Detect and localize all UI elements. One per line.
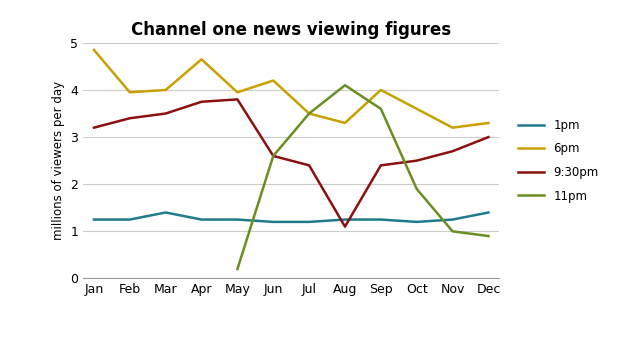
1pm bbox=[126, 217, 134, 222]
6pm bbox=[269, 79, 277, 83]
Line: 9:30pm: 9:30pm bbox=[94, 99, 488, 227]
9:30pm bbox=[90, 126, 98, 130]
9:30pm bbox=[449, 149, 456, 154]
9:30pm bbox=[198, 100, 205, 104]
9:30pm bbox=[484, 135, 492, 139]
Line: 1pm: 1pm bbox=[94, 212, 488, 222]
1pm bbox=[269, 220, 277, 224]
Title: Channel one news viewing figures: Channel one news viewing figures bbox=[131, 20, 451, 39]
6pm bbox=[484, 121, 492, 125]
1pm bbox=[198, 217, 205, 222]
6pm bbox=[198, 57, 205, 61]
6pm bbox=[413, 107, 420, 111]
Line: 6pm: 6pm bbox=[94, 50, 488, 128]
1pm bbox=[162, 210, 170, 215]
Line: 11pm: 11pm bbox=[237, 85, 488, 269]
Y-axis label: millions of viewers per day: millions of viewers per day bbox=[52, 81, 65, 240]
9:30pm bbox=[305, 163, 313, 167]
6pm bbox=[234, 90, 241, 95]
6pm bbox=[126, 90, 134, 95]
1pm bbox=[377, 217, 385, 222]
6pm bbox=[90, 48, 98, 52]
9:30pm bbox=[341, 225, 349, 229]
1pm bbox=[341, 217, 349, 222]
9:30pm bbox=[377, 163, 385, 167]
6pm bbox=[305, 111, 313, 116]
11pm bbox=[377, 107, 385, 111]
9:30pm bbox=[269, 154, 277, 158]
1pm bbox=[305, 220, 313, 224]
11pm bbox=[449, 229, 456, 233]
1pm bbox=[484, 210, 492, 215]
11pm bbox=[234, 267, 241, 271]
9:30pm bbox=[413, 159, 420, 163]
11pm bbox=[269, 154, 277, 158]
9:30pm bbox=[126, 116, 134, 120]
1pm bbox=[413, 220, 420, 224]
11pm bbox=[413, 187, 420, 191]
Legend: 1pm, 6pm, 9:30pm, 11pm: 1pm, 6pm, 9:30pm, 11pm bbox=[513, 114, 604, 207]
6pm bbox=[162, 88, 170, 92]
6pm bbox=[449, 126, 456, 130]
6pm bbox=[341, 121, 349, 125]
9:30pm bbox=[162, 111, 170, 116]
1pm bbox=[449, 217, 456, 222]
11pm bbox=[305, 111, 313, 116]
11pm bbox=[484, 234, 492, 238]
1pm bbox=[90, 217, 98, 222]
6pm bbox=[377, 88, 385, 92]
1pm bbox=[234, 217, 241, 222]
9:30pm bbox=[234, 97, 241, 101]
11pm bbox=[341, 83, 349, 87]
